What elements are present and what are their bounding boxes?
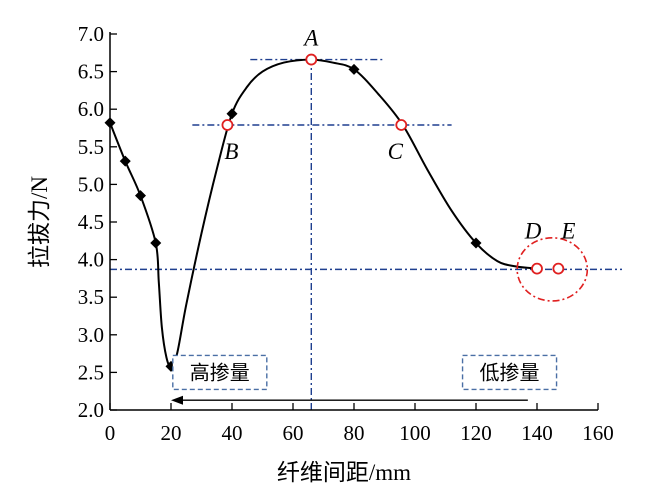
x-tick-label: 40: [222, 421, 243, 445]
high-dosage-label: 高掺量: [190, 360, 250, 384]
highlight-ellipse: [516, 236, 589, 302]
key-point-D: [531, 262, 543, 275]
data-point: [104, 117, 116, 129]
y-tick-label: 2.0: [78, 398, 104, 422]
x-tick-label: 20: [161, 421, 182, 445]
key-point-label-B: B: [224, 139, 238, 164]
x-tick-label: 80: [344, 421, 365, 445]
force-curve: [109, 58, 538, 368]
key-point-label-E: E: [560, 219, 575, 244]
y-tick-label: 2.5: [78, 360, 104, 384]
data-point: [135, 190, 146, 202]
key-point-label-D: D: [524, 219, 542, 244]
high-dosage-box: [172, 354, 268, 391]
data-point: [150, 237, 162, 249]
data-point: [470, 237, 482, 249]
data-point: [348, 63, 360, 75]
key-point-label-A: A: [302, 26, 319, 51]
y-tick-label: 3.0: [78, 323, 104, 347]
curve-layer: [109, 58, 538, 368]
y-tick-label: 7.0: [78, 22, 104, 46]
key-point-C: [395, 119, 408, 131]
low-dosage-box: [461, 354, 558, 391]
x-axis-title: 纤维间距/mm: [277, 460, 411, 485]
x-tick-label: 60: [283, 421, 304, 445]
key-point-A: [305, 53, 318, 66]
x-tick-label: 140: [521, 421, 553, 445]
key-point-label-C: C: [388, 139, 404, 164]
marks-layer: [104, 53, 589, 372]
x-tick-label: 100: [399, 421, 431, 445]
x-tick-label: 120: [460, 421, 492, 445]
y-tick-label: 5.5: [78, 135, 104, 159]
direction-arrow-head: [171, 395, 183, 405]
labels-layer: A B C D E 高掺量 低掺量: [171, 26, 575, 405]
key-point-B: [221, 119, 234, 131]
data-point: [119, 155, 131, 167]
data-point: [226, 108, 238, 120]
y-tick-label: 3.5: [78, 285, 104, 309]
y-tick-label: 6.0: [78, 97, 104, 121]
y-axis-title: 拉拔力/N: [27, 176, 52, 268]
x-tick-label: 160: [582, 421, 614, 445]
y-tick-label: 4.5: [78, 210, 104, 234]
axes: 2.0 2.5 3.0 3.5 4.0 4.5 5.0 5.5 6.0 6.5 7.0 0 20 40 60…: [27, 22, 614, 485]
key-point-E: [552, 262, 565, 275]
y-tick-label: 6.5: [78, 60, 104, 84]
y-tick-label: 4.0: [78, 248, 104, 272]
low-dosage-label: 低掺量: [480, 360, 540, 384]
x-tick-label: 0: [105, 421, 116, 445]
y-tick-label: 5.0: [78, 172, 104, 196]
